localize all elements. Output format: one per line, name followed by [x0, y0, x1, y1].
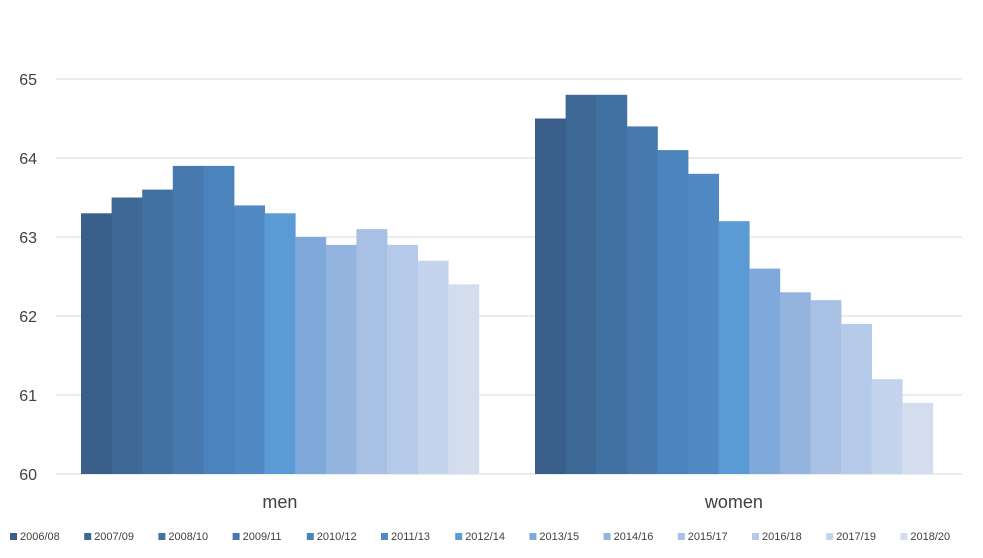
- legend-label: 2008/10: [168, 531, 208, 543]
- legend-label: 2014/16: [614, 531, 654, 543]
- legend-swatch: [381, 533, 388, 540]
- bar-men-2017-19: [417, 260, 449, 474]
- legend-label: 2010/12: [317, 531, 357, 543]
- legend-swatch: [677, 533, 685, 540]
- legend-label: 2016/18: [762, 531, 802, 543]
- bar-women-2007-09: [565, 94, 597, 475]
- bar-men-2009-11: [172, 165, 204, 474]
- bar-women-2016-18: [841, 323, 872, 474]
- legend-swatch: [455, 533, 463, 540]
- legend-label: 2015/17: [688, 531, 728, 543]
- legend-swatch: [603, 533, 611, 540]
- bar-women-2018-20: [902, 402, 934, 474]
- bar-women-2017-19: [871, 379, 903, 474]
- y-tick-label: 60: [19, 467, 37, 484]
- bar-women-2008-10: [596, 94, 628, 475]
- bar-men-2007-09: [111, 197, 143, 474]
- legend-label: 2007/09: [94, 531, 134, 543]
- legend-swatch: [158, 533, 166, 540]
- bar-men-2008-10: [142, 189, 174, 474]
- category-label-women: women: [704, 492, 763, 512]
- bar-men-2012-14: [264, 213, 296, 475]
- legend-swatch: [306, 533, 314, 540]
- legend-swatch: [232, 533, 240, 540]
- y-axis-tick-labels: 60 61 62 63 64 65: [19, 72, 37, 484]
- legend-label: 2017/19: [836, 531, 876, 543]
- category-label-men: men: [262, 492, 297, 512]
- bar-women-2011-13: [688, 173, 719, 475]
- legend-label: 2013/15: [539, 531, 579, 543]
- bar-women-2006-08: [535, 118, 566, 474]
- y-tick-label: 64: [19, 151, 37, 168]
- legend-label: 2006/08: [20, 531, 60, 543]
- bar-men-2011-13: [234, 205, 265, 474]
- bar-men-2014-16: [325, 244, 357, 474]
- bar-men-2013-15: [295, 237, 327, 474]
- bar-men-2018-20: [448, 284, 480, 474]
- bar-men-2016-18: [387, 244, 418, 474]
- bar-men-2010-12: [203, 165, 235, 474]
- bar-women-2013-15: [749, 268, 781, 474]
- x-axis-category-labels: men women: [262, 492, 763, 512]
- legend-swatch: [826, 533, 834, 540]
- legend-label: 2011/13: [391, 531, 430, 543]
- bar-women-2009-11: [626, 126, 658, 475]
- legend-swatch: [84, 533, 92, 540]
- bars: [81, 94, 934, 475]
- bar-men-2015-17: [356, 229, 388, 474]
- y-tick-label: 61: [19, 388, 37, 405]
- legend-label: 2018/20: [910, 531, 950, 543]
- bar-men-2006-08: [81, 213, 112, 475]
- y-tick-label: 62: [19, 309, 37, 326]
- legend-label: 2009/11: [243, 531, 282, 543]
- bar-women-2015-17: [810, 300, 842, 474]
- legend: 2006/08 2007/09 2008/10 2009/11 2010/12 2011/…: [10, 531, 950, 543]
- bar-women-2012-14: [718, 221, 750, 474]
- legend-swatch: [900, 533, 908, 540]
- legend-swatch: [529, 533, 537, 540]
- legend-swatch: [10, 533, 17, 540]
- bar-women-2010-12: [657, 150, 689, 474]
- y-tick-label: 65: [19, 72, 37, 89]
- legend-label: 2012/14: [465, 531, 505, 543]
- legend-swatch: [752, 533, 759, 540]
- y-tick-label: 63: [19, 230, 37, 247]
- bar-women-2014-16: [779, 292, 811, 474]
